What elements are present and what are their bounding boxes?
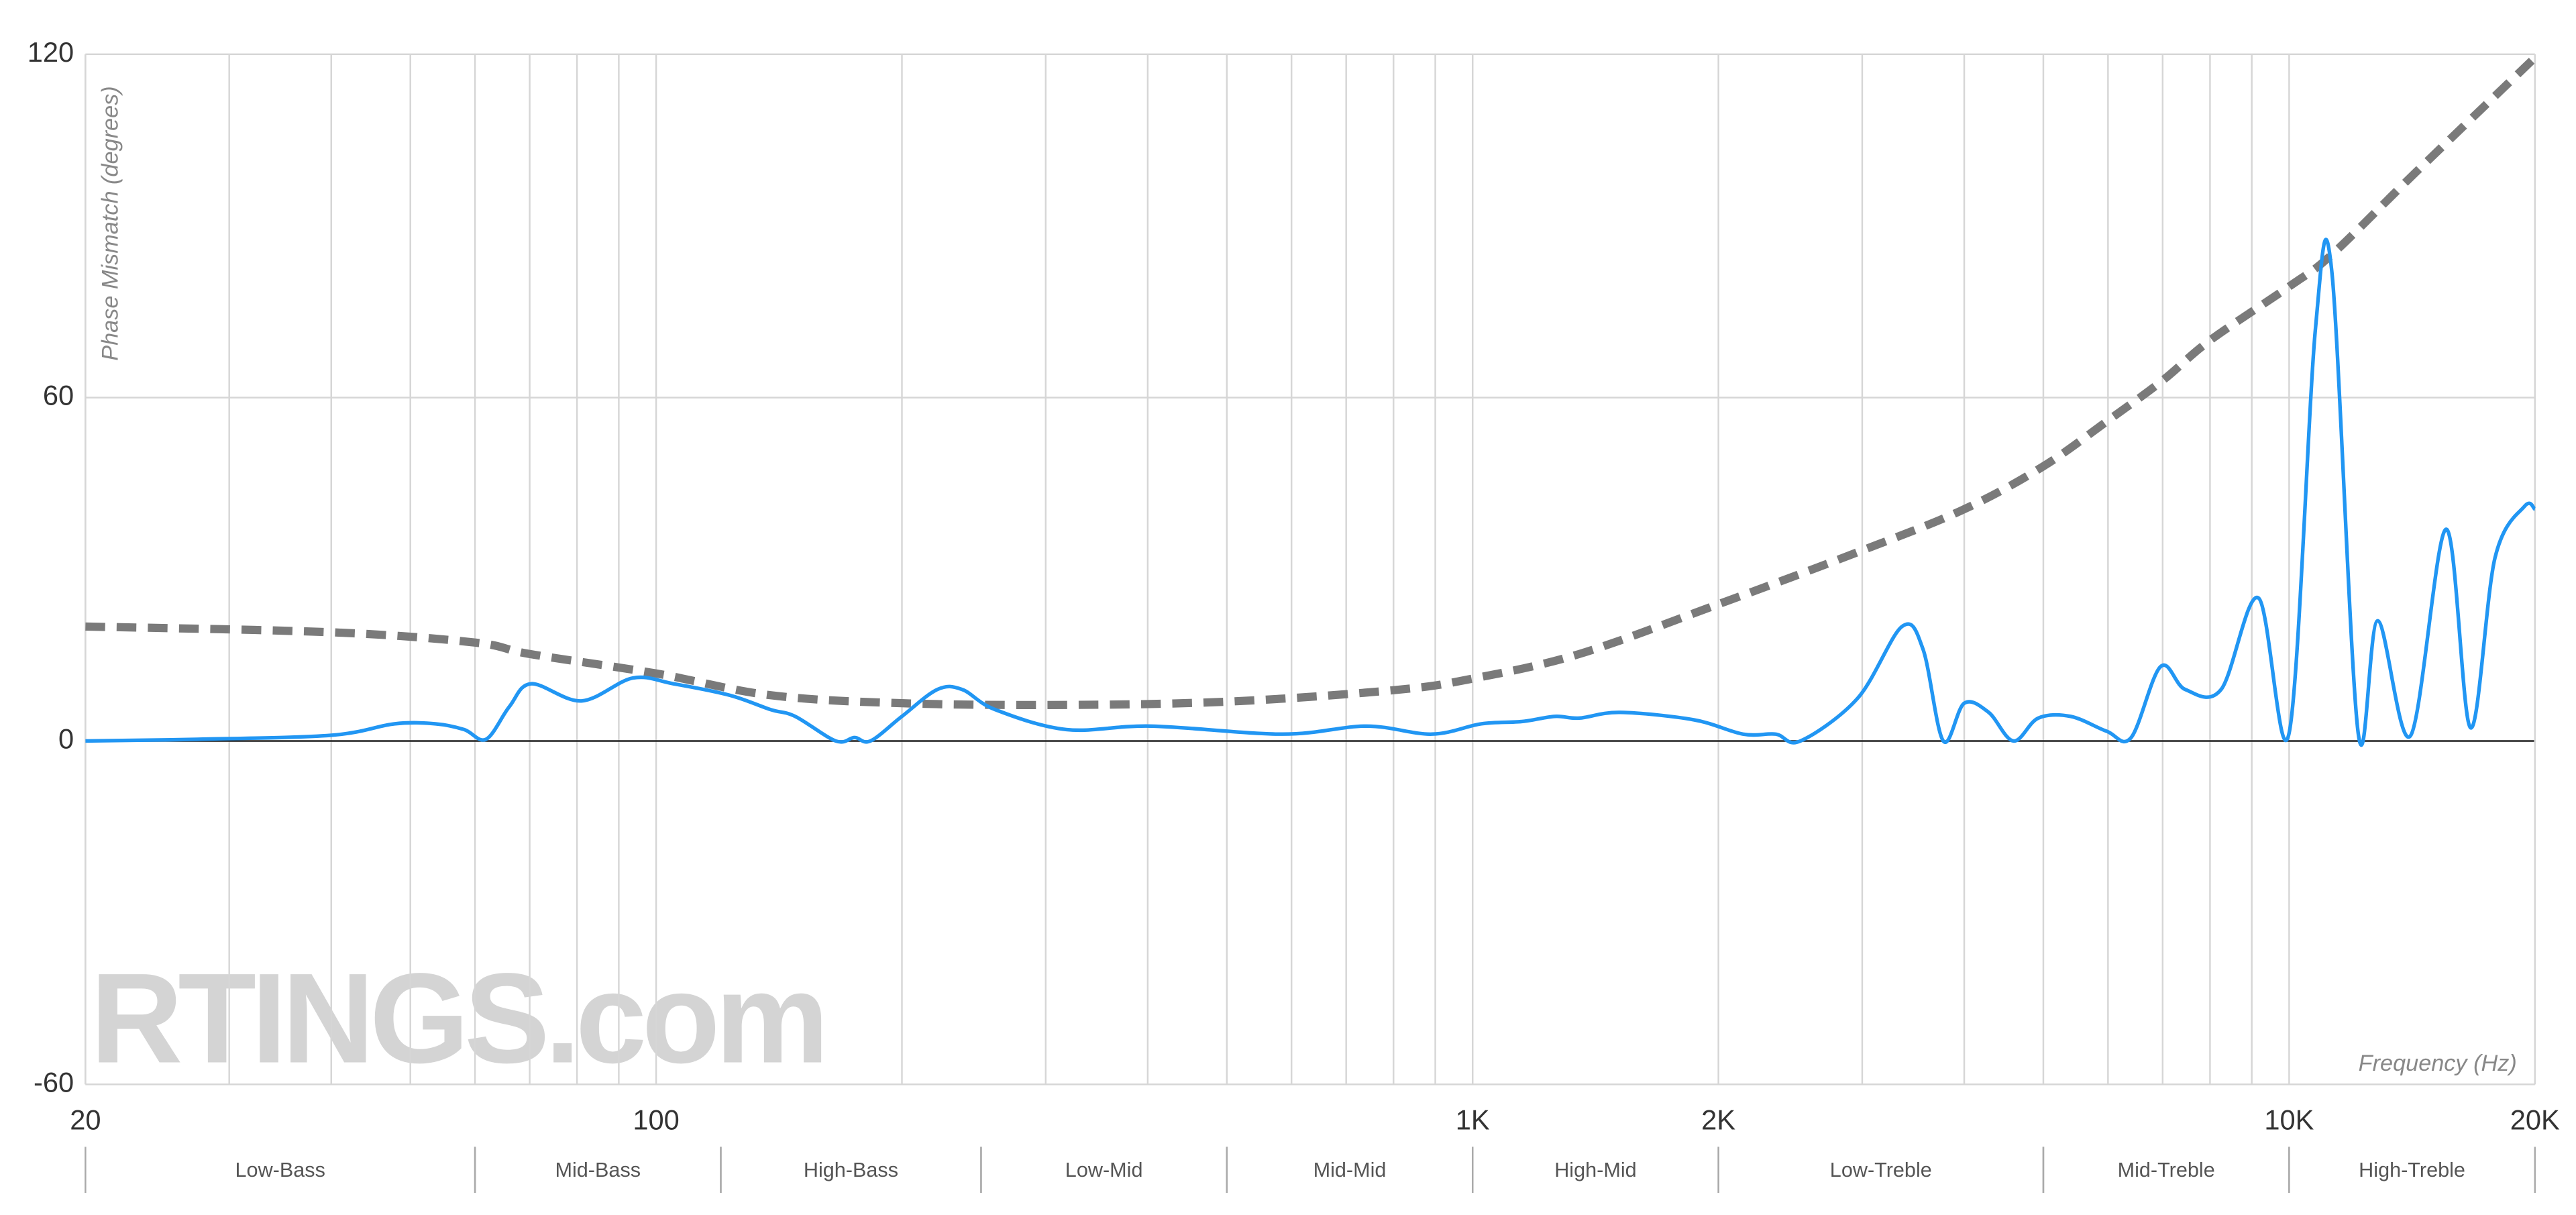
watermark: RTINGS.com bbox=[91, 947, 824, 1090]
band-label: Low-Bass bbox=[235, 1159, 325, 1181]
x-tick-label: 20K bbox=[2510, 1104, 2560, 1136]
band-label: Mid-Mid bbox=[1313, 1159, 1387, 1181]
x-tick-label: 20 bbox=[70, 1104, 101, 1136]
band-label: High-Bass bbox=[804, 1159, 898, 1181]
series-line bbox=[85, 237, 2536, 747]
band-label: Mid-Treble bbox=[2118, 1159, 2215, 1181]
band-label: Mid-Bass bbox=[555, 1159, 641, 1181]
band-label: Low-Mid bbox=[1065, 1159, 1143, 1181]
band-label: High-Treble bbox=[2359, 1159, 2465, 1181]
y-tick-label: 0 bbox=[58, 723, 74, 754]
y-axis-title: Phase Mismatch (degrees) bbox=[98, 86, 123, 360]
series-line bbox=[85, 54, 2538, 709]
x-axis-title: Frequency (Hz) bbox=[2359, 1051, 2517, 1076]
x-tick-label: 2K bbox=[1701, 1104, 1735, 1136]
y-tick-label: -60 bbox=[34, 1066, 74, 1098]
y-tick-label: 120 bbox=[28, 36, 74, 68]
x-tick-label: 100 bbox=[633, 1104, 679, 1136]
x-tick-label: 1K bbox=[1456, 1104, 1490, 1136]
x-tick-label: 10K bbox=[2264, 1104, 2314, 1136]
band-label: Low-Treble bbox=[1830, 1159, 1932, 1181]
y-tick-label: 60 bbox=[43, 380, 74, 411]
band-label: High-Mid bbox=[1554, 1159, 1636, 1181]
